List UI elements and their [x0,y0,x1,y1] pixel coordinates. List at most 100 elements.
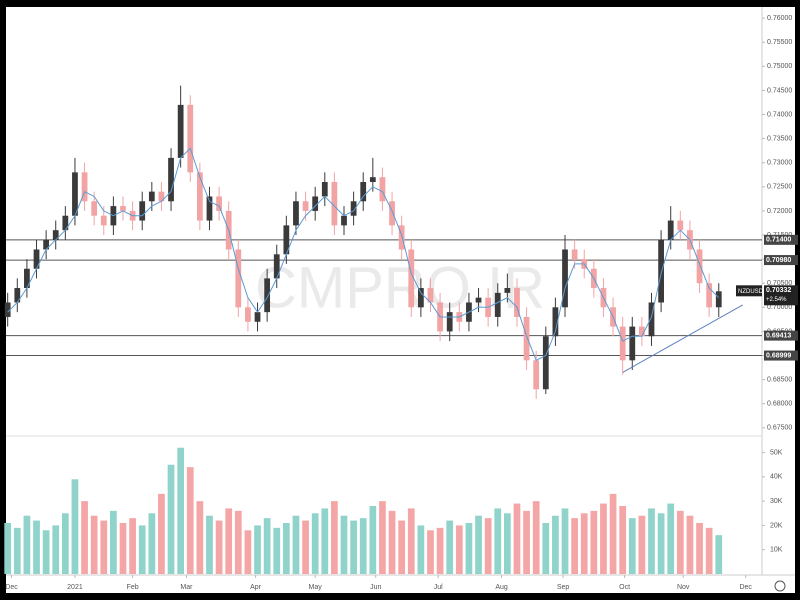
candle-body [81,172,88,202]
settings-icon[interactable] [774,580,786,592]
volume-bar [4,523,12,574]
volume-bar [23,515,31,574]
volume-bar [503,513,511,574]
volume-bar [648,508,655,574]
candle-body [619,326,626,361]
candle-body [196,172,203,221]
volume-bar [619,506,627,574]
volume-bar [167,464,175,574]
volume-bar [110,510,117,574]
y-tick-label: 0.68000 [767,401,792,408]
level-label: 0.71400 [766,237,791,244]
volume-bar [119,523,127,574]
volume-bar [667,503,675,574]
volume-bar [311,513,319,574]
volume-bar [379,501,386,574]
volume-bar [427,530,434,574]
candle-body [552,307,559,337]
volume-bar [484,518,492,574]
candle-body [139,201,146,221]
volume-bar [494,508,502,574]
candle-body [187,104,194,173]
volume-tick-label: 50K [770,449,783,456]
volume-bar [206,515,213,574]
volume-bar [446,520,454,574]
level-tag [764,234,798,245]
volume-bar [475,515,482,574]
level-tag [764,330,798,341]
candle-body [648,302,655,337]
volume-tick-label: 10K [770,547,783,554]
y-tick-label: 0.73000 [767,160,792,167]
candle-body [398,225,405,250]
volume-bar [13,527,21,574]
y-tick-label: 0.72000 [767,208,792,215]
candle-body [360,181,367,202]
candle-body [408,249,415,308]
moving-average [7,147,720,362]
volume-bar [552,515,559,574]
y-tick-label: 0.72500 [767,184,792,191]
x-tick-label: Jul [434,584,443,591]
price-tag [764,285,798,306]
candle-body [571,249,578,260]
volume-bar [398,520,406,574]
volume-bar [657,513,665,574]
candle-body [667,220,674,240]
volume-bar [715,535,723,574]
volume-bar [100,520,108,574]
volume-bar [234,510,242,574]
candle-body [283,225,290,255]
candle-body [427,288,434,303]
x-tick-label: May [309,584,323,591]
candle-body [245,307,251,322]
x-tick-label: Oct [619,584,630,591]
volume-bar [455,525,463,574]
volume-bar [273,527,281,574]
volume-bar [302,520,309,574]
candle-body [696,249,703,284]
candle-body [389,201,395,226]
candle-body [494,292,501,317]
y-tick-label: 0.74000 [767,111,792,118]
y-tick-label: 0.68500 [767,376,792,383]
volume-bar [148,513,156,574]
volume-bar [158,493,165,574]
volume-bar [686,515,694,574]
y-tick-label: 0.75000 [767,63,792,70]
candle-body [639,326,645,337]
candle-body [91,201,98,216]
x-tick-label: Feb [127,584,139,591]
x-tick-label: Dec [5,584,18,591]
volume-bar [282,523,290,574]
volume-bar [244,530,252,574]
x-tick-label: Mar [180,584,193,591]
volume-bar [590,510,598,574]
volume-bar [532,501,540,574]
candle-body [177,104,184,158]
y-tick-label: 0.74500 [767,87,792,94]
volume-bar [33,520,40,574]
volume-bar [436,527,444,574]
volume-bar [407,508,415,574]
volume-bar [52,525,60,574]
volume-tick-label: 30K [770,498,783,505]
x-tick-label: 2021 [67,584,83,591]
candle-body [706,283,713,308]
candle-body [379,177,386,202]
x-tick-label: Nov [677,584,690,591]
volume-bar [292,515,300,574]
candle-body [158,191,165,202]
candle-body [514,288,520,317]
candle-body [24,268,30,289]
volume-bar [638,515,646,574]
candle-body [273,254,280,279]
volume-bar [676,510,684,574]
volume-bar [600,503,607,574]
level-label: 0.70980 [766,257,791,264]
candle-body [4,302,11,317]
volume-bar [138,525,146,574]
symbol-tag [736,285,762,297]
change-label: +2.54% [766,297,787,303]
